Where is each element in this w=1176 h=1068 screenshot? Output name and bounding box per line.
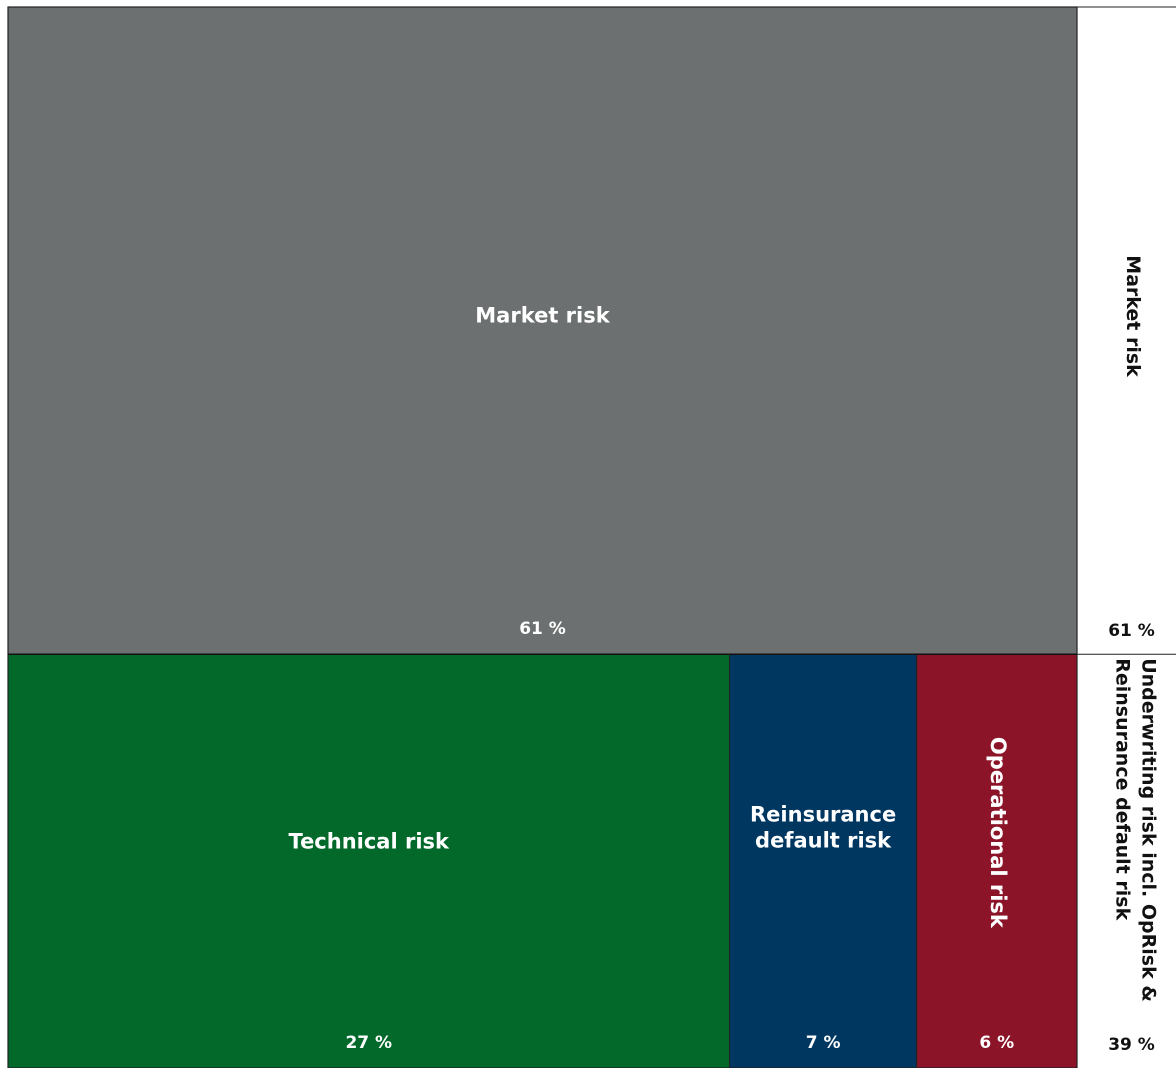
tile-value-reinsurance-default-risk: 7 % — [806, 1033, 841, 1053]
group-value-market-risk: 61 % — [1108, 621, 1155, 641]
group-label-market-risk: Market risk — [1122, 255, 1144, 377]
tile-value-technical-risk: 27 % — [345, 1033, 392, 1053]
tile-market-risk — [7, 6, 1078, 655]
tile-label-technical-risk: Technical risk — [289, 829, 451, 853]
tile-reinsurance-default-risk — [729, 653, 918, 1068]
tile-value-market-risk: 61 % — [519, 619, 566, 639]
tile-technical-risk — [7, 653, 731, 1068]
plot-border — [7, 6, 1078, 1068]
tile-operational-risk — [916, 653, 1078, 1068]
tile-label-operational-risk: Operational risk — [986, 737, 1010, 929]
group-value-underwriting-risk-incl-oprisk-and-reinsurance-default-risk: 39 % — [1108, 1035, 1155, 1055]
tile-label-reinsurance-default-risk: Reinsurance default risk — [750, 802, 896, 852]
tile-value-operational-risk: 6 % — [979, 1033, 1014, 1053]
tile-label-market-risk: Market risk — [475, 303, 610, 327]
group-label-underwriting-risk-incl-oprisk-and-reinsurance-default-risk: Underwriting risk incl. OpRisk &Reinsura… — [1112, 658, 1160, 1002]
